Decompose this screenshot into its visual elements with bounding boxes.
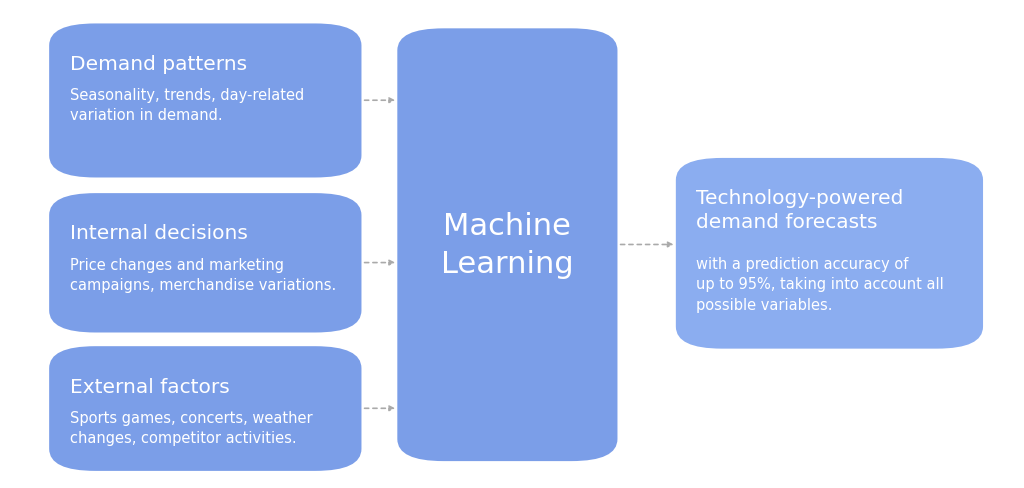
FancyBboxPatch shape xyxy=(397,29,617,461)
Text: Demand patterns: Demand patterns xyxy=(70,55,247,74)
Text: Machine
Learning: Machine Learning xyxy=(441,212,573,279)
FancyBboxPatch shape xyxy=(49,24,361,178)
Text: External factors: External factors xyxy=(70,377,229,396)
Text: Internal decisions: Internal decisions xyxy=(70,224,248,243)
FancyBboxPatch shape xyxy=(49,194,361,333)
Text: with a prediction accuracy of
up to 95%, taking into account all
possible variab: with a prediction accuracy of up to 95%,… xyxy=(696,256,944,312)
Text: Sports games, concerts, weather
changes, competitor activities.: Sports games, concerts, weather changes,… xyxy=(70,410,312,445)
FancyBboxPatch shape xyxy=(676,159,983,349)
Text: Technology-powered
demand forecasts: Technology-powered demand forecasts xyxy=(696,189,904,231)
Text: Price changes and marketing
campaigns, merchandise variations.: Price changes and marketing campaigns, m… xyxy=(70,257,336,292)
FancyBboxPatch shape xyxy=(49,346,361,471)
Text: Seasonality, trends, day-related
variation in demand.: Seasonality, trends, day-related variati… xyxy=(70,88,304,123)
